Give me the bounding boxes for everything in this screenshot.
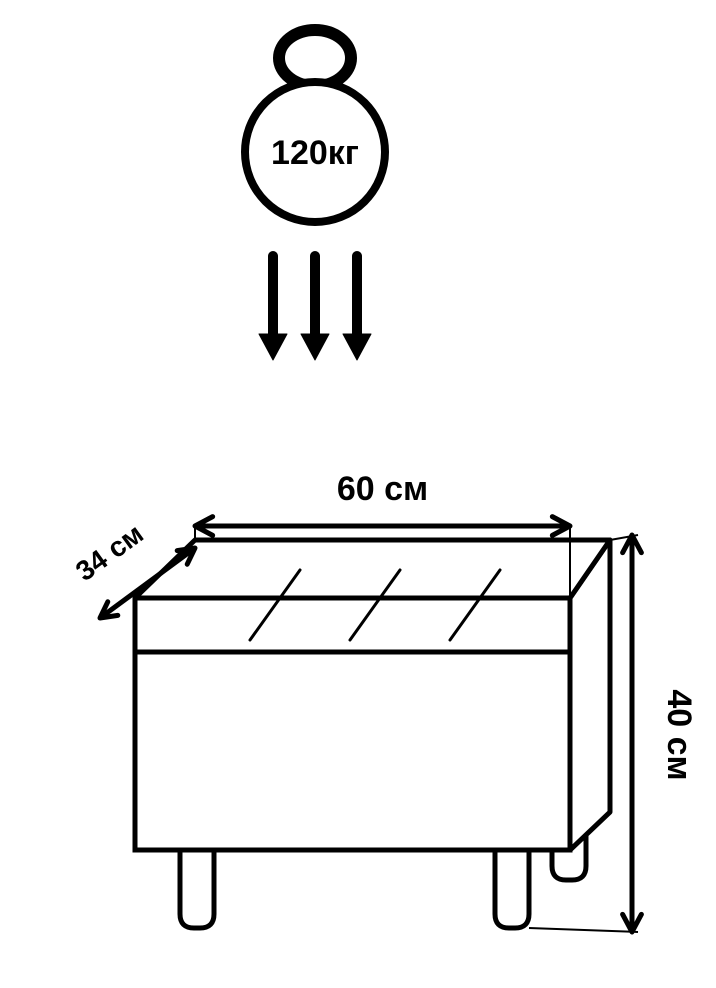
kettlebell-handle <box>279 30 351 86</box>
load-arrow-head <box>343 334 371 360</box>
kettlebell-weight-label: 120кг <box>271 134 359 172</box>
bench-leg <box>180 850 214 928</box>
kettlebell-icon: 120кг <box>245 30 385 222</box>
bench-front <box>135 652 570 850</box>
dimension-depth-label: 34 см <box>70 518 149 587</box>
bench-diagram <box>135 540 610 928</box>
bench-leg <box>495 850 529 928</box>
load-arrow-head <box>259 334 287 360</box>
dimension-width-label: 60 см <box>337 470 428 508</box>
bench-top <box>135 540 610 598</box>
dimension-height-label: 40 см <box>660 689 698 780</box>
load-arrow-head <box>301 334 329 360</box>
bench-lip <box>135 598 570 652</box>
